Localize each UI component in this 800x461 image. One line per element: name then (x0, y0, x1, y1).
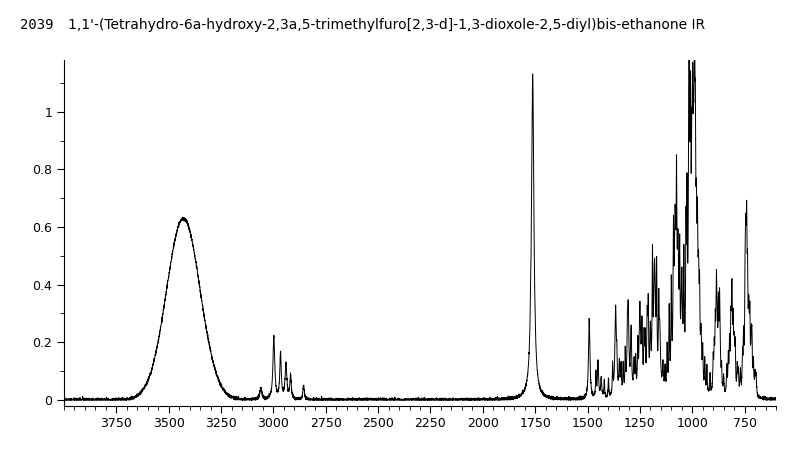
Text: 2039: 2039 (20, 18, 54, 32)
Text: 1,1'-(Tetrahydro-6a-hydroxy-2,3a,5-trimethylfuro[2,3-d]-1,3-dioxole-2,5-diyl)bis: 1,1'-(Tetrahydro-6a-hydroxy-2,3a,5-trime… (68, 18, 705, 32)
